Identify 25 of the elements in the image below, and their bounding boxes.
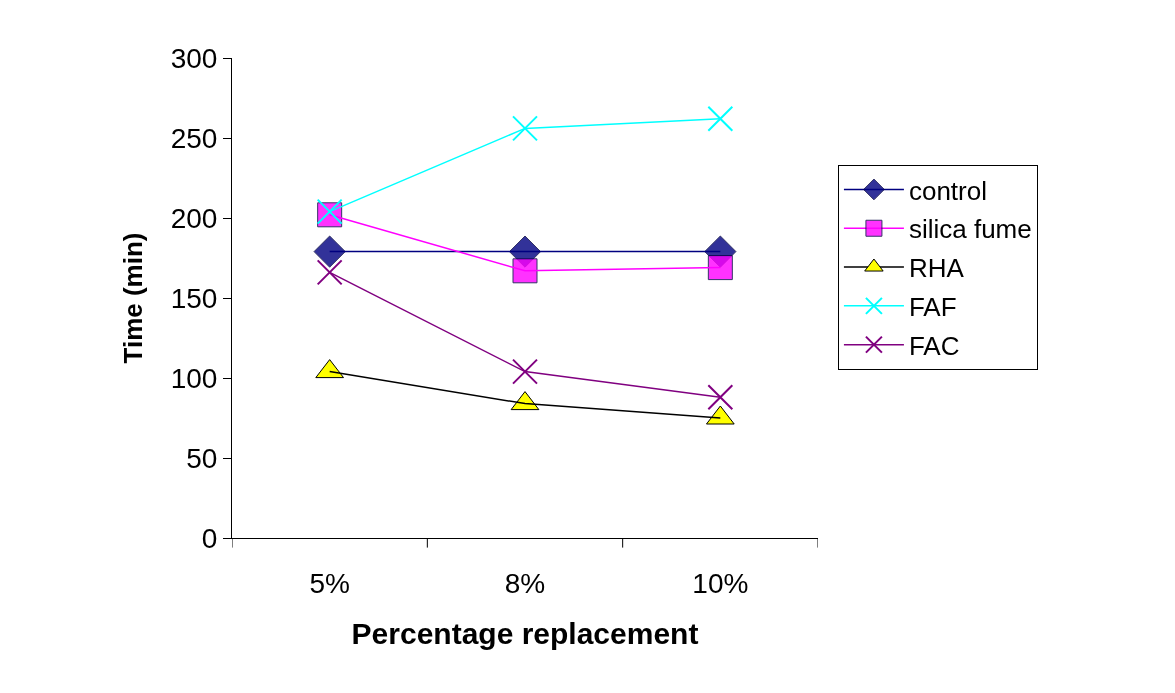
point [707,255,733,281]
point [707,105,734,132]
y-tick-label: 50 [186,442,218,474]
x-tick-label: 5% [309,567,350,599]
y-tick-label: 100 [170,362,218,394]
legend-label: FAC [908,330,960,361]
y-tick-label: 200 [170,202,218,234]
x-tick-label: 10% [692,567,749,599]
y-tick-label: 300 [170,42,218,74]
legend-label: silica fume [908,214,1032,245]
legend-label: FAF [908,291,957,322]
point [313,235,346,268]
legend-label: control [908,175,987,206]
point [707,384,734,411]
y-axis-title: Time (min) [118,232,149,364]
y-tick-label: 150 [170,282,218,314]
x-axis-title: Percentage replacement [351,617,699,651]
point [316,259,343,286]
y-tick-label: 0 [201,522,218,554]
point [512,115,538,142]
x-tick-label: 8% [504,567,546,599]
point [512,258,538,284]
y-tick-label: 250 [170,122,218,154]
legend-label: RHA [908,253,965,284]
point [512,358,538,385]
